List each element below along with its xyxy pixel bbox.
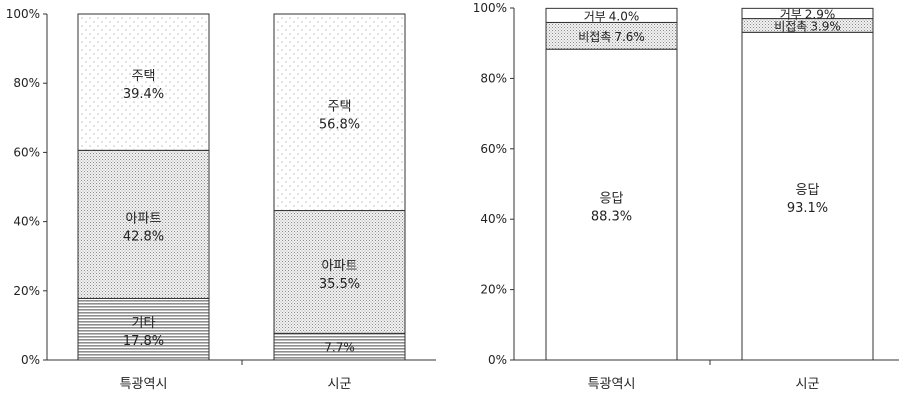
x-tick-label: 특광역시 (120, 377, 168, 392)
y-tick-label: 100% (473, 1, 507, 15)
y-tick-label: 40% (13, 215, 40, 229)
bar-segment (545, 7, 678, 23)
segment-name-label: 응답 (600, 192, 624, 207)
data-label: 3.9% (810, 19, 841, 33)
y-tick-label: 20% (480, 283, 507, 297)
segment-inline-label: 비접촉 7.6% (578, 30, 645, 44)
data-label: 42.8% (123, 229, 164, 244)
bar-segment (741, 7, 874, 20)
segment-name-label: 아파트 (322, 259, 358, 274)
segment-name-label: 기타 (132, 316, 156, 331)
y-tick-label: 20% (13, 284, 40, 298)
bar-segment (273, 210, 406, 334)
segment-name-label: 거부 (584, 9, 606, 23)
data-label: 93.1% (787, 201, 828, 216)
segment-name-label: 주택 (132, 69, 156, 84)
data-label: 7.6% (614, 30, 645, 44)
segment-name-label: 비접촉 (774, 19, 807, 33)
data-label: 4.0% (609, 9, 640, 23)
y-tick-label: 0% (488, 353, 507, 367)
bar-segment (545, 48, 678, 361)
segment-inline-label: 거부 4.0% (584, 9, 640, 23)
y-tick-label: 40% (480, 212, 507, 226)
y-tick-label: 80% (13, 76, 40, 90)
x-tick-label: 시군 (328, 377, 352, 392)
bar-segment (77, 297, 210, 361)
bar-segment (77, 13, 210, 151)
segment-name-label: 비접촉 (578, 30, 611, 44)
y-tick-label: 80% (480, 71, 507, 85)
bar-segment (77, 149, 210, 299)
y-tick-label: 60% (13, 145, 40, 159)
data-label: 39.4% (123, 87, 164, 102)
data-label: 17.8% (123, 334, 164, 349)
data-label: 2.9% (805, 7, 836, 21)
y-tick-label: 60% (480, 142, 507, 156)
data-label: 35.5% (319, 277, 360, 292)
x-tick-label: 시군 (796, 377, 820, 392)
x-tick-label: 특광역시 (588, 377, 636, 392)
data-label: 7.7% (324, 341, 355, 355)
segment-name-label: 아파트 (126, 211, 162, 226)
bar-segment (741, 31, 874, 361)
bar-segment (273, 332, 406, 361)
bar-segment (273, 13, 406, 212)
segment-inline-label: 비접촉 3.9% (774, 19, 841, 33)
data-label: 56.8% (319, 117, 360, 132)
data-label: 88.3% (591, 210, 632, 225)
segment-inline-label: 거부 2.9% (780, 7, 836, 21)
bar-segment (545, 21, 678, 50)
segment-name-label: 응답 (796, 183, 820, 198)
segment-name-label: 거부 (780, 7, 802, 21)
y-tick-label: 100% (6, 7, 40, 21)
y-tick-label: 0% (21, 353, 40, 367)
segment-name-label: 주택 (328, 99, 352, 114)
